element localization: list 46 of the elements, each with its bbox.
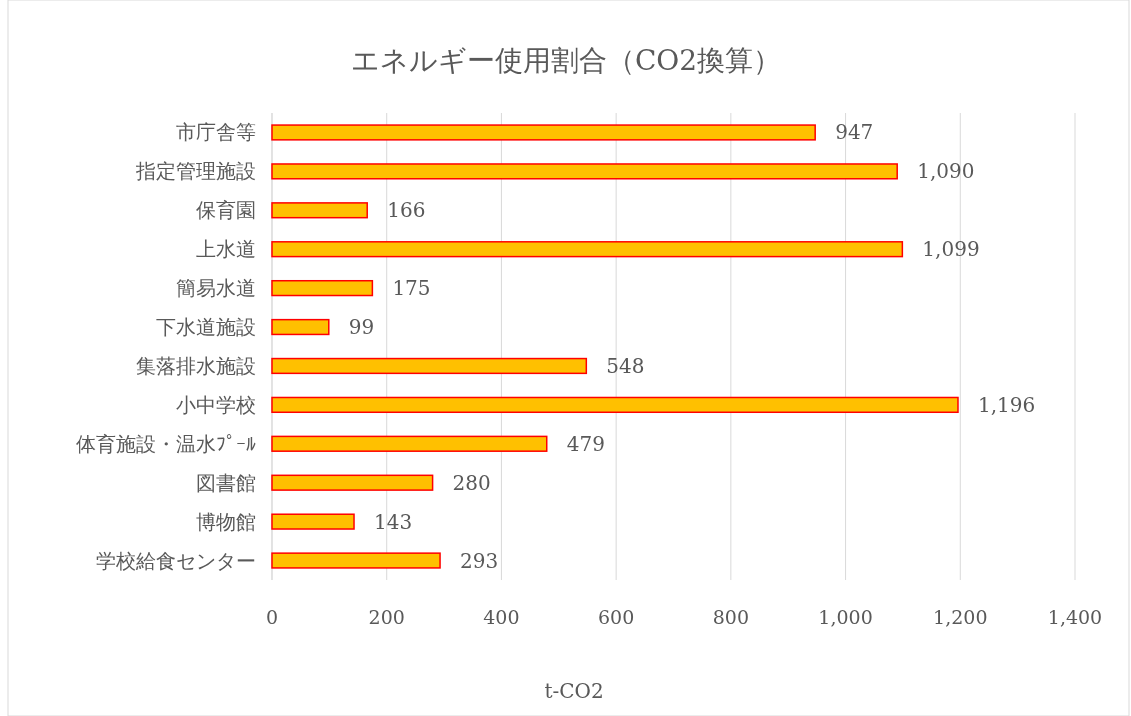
data-label: 166 xyxy=(387,198,426,223)
x-tick-label: 1,000 xyxy=(818,606,873,628)
data-label: 1,196 xyxy=(977,392,1036,417)
x-tick-label: 1,400 xyxy=(1047,606,1103,628)
x-tick-label: 800 xyxy=(712,606,749,628)
bar xyxy=(271,202,368,219)
y-tick-label: 図書館 xyxy=(196,470,256,495)
x-tick-label: 600 xyxy=(598,606,635,628)
bar xyxy=(271,124,816,141)
x-axis-title: t-CO2 xyxy=(544,679,604,703)
data-label: 293 xyxy=(460,548,499,573)
data-label: 143 xyxy=(374,509,413,534)
x-tick-label: 200 xyxy=(368,606,405,628)
x-tick-label: 1,200 xyxy=(933,606,988,628)
data-label: 280 xyxy=(452,470,491,495)
bar xyxy=(271,396,959,414)
data-label: 947 xyxy=(835,120,874,145)
bar xyxy=(271,513,355,530)
y-tick-label: 指定管理施設 xyxy=(135,159,256,184)
bar xyxy=(271,435,548,452)
y-tick-label: 博物館 xyxy=(196,509,256,534)
y-tick-label: 簡易水道 xyxy=(176,276,256,301)
bar xyxy=(271,241,904,258)
y-tick-label: 学校給食センター xyxy=(96,548,256,573)
x-tick-label: 0 xyxy=(265,606,279,628)
y-tick-label: 小中学校 xyxy=(176,392,256,417)
bar xyxy=(271,318,330,336)
y-tick-label: 保育園 xyxy=(196,198,256,223)
data-label: 1,099 xyxy=(922,237,980,262)
bar xyxy=(271,279,374,297)
chart-title: エネルギー使用割合（CO2換算） xyxy=(350,44,782,77)
data-label: 99 xyxy=(348,315,375,340)
x-tick-label: 400 xyxy=(483,606,520,628)
bar xyxy=(271,163,898,180)
bar xyxy=(271,552,441,569)
y-tick-label: 体育施設・温水ﾌﾟｰﾙ xyxy=(76,431,256,456)
y-tick-label: 集落排水施設 xyxy=(136,353,256,378)
bar xyxy=(271,357,588,375)
data-label: 479 xyxy=(566,431,605,456)
y-tick-label: 市庁舎等 xyxy=(176,120,256,145)
y-tick-label: 下水道施設 xyxy=(156,315,256,340)
data-label: 1,090 xyxy=(917,159,975,184)
bar xyxy=(271,474,434,491)
y-tick-label: 上水道 xyxy=(196,237,256,262)
data-label: 175 xyxy=(392,276,431,301)
data-label: 548 xyxy=(606,353,645,378)
